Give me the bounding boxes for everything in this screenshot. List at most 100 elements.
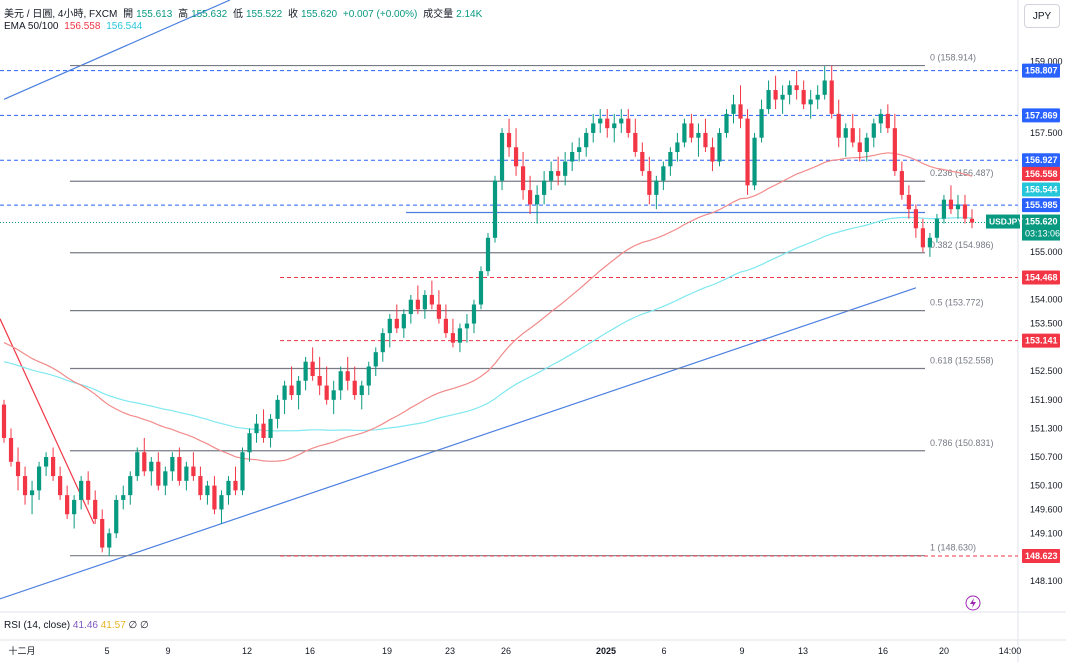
candle-body: [338, 371, 343, 391]
candle-body: [710, 147, 715, 162]
candle-body: [163, 471, 168, 486]
rsi-value-4: ∅: [140, 620, 149, 631]
candle-body: [310, 361, 315, 376]
candle-body: [282, 385, 287, 400]
candle-body: [773, 90, 778, 100]
ema-header: EMA 50/100 156.558 156.544: [4, 21, 145, 32]
lightning-icon[interactable]: [965, 595, 981, 611]
candle-body: [696, 132, 701, 138]
candle-body: [107, 533, 112, 548]
y-tick-label: 148.100: [1030, 576, 1063, 586]
x-tick-label: 2025: [596, 646, 616, 656]
candle-body: [513, 147, 519, 167]
ema50-line: [3, 152, 973, 462]
candle-body: [233, 480, 238, 491]
y-tick-label: 150.700: [1030, 452, 1063, 462]
high-value: 155.632: [191, 9, 228, 20]
rsi-value-3: ∅: [128, 620, 138, 631]
candle-body: [948, 199, 954, 210]
level-tag-bg: [1022, 153, 1060, 168]
candle-body: [920, 228, 926, 248]
y-tick-label: 150.100: [1030, 481, 1063, 491]
level-tag: 153.141: [1025, 336, 1058, 346]
level-tag-bg: [1022, 549, 1060, 564]
candle-body: [478, 271, 484, 305]
close-value: 155.620: [300, 9, 338, 20]
candle-body: [682, 123, 687, 143]
candle-body: [584, 132, 589, 148]
candle-body: [668, 152, 673, 167]
ema100-line: [3, 216, 973, 432]
candle-body: [254, 423, 259, 434]
candle-body: [359, 385, 364, 396]
candle-body: [485, 237, 491, 272]
candle-body: [324, 385, 329, 400]
candle-body: [829, 80, 834, 114]
candle-body: [36, 466, 42, 491]
candle-body: [892, 128, 897, 172]
x-tick-label: 6: [661, 646, 666, 656]
candle-body: [58, 476, 63, 496]
y-tick-label: 159.000: [1030, 56, 1063, 66]
candle-body: [8, 437, 14, 462]
candle-body: [864, 137, 869, 152]
candle-body: [647, 171, 652, 195]
candle-body: [619, 118, 624, 124]
candle-body: [745, 118, 750, 186]
candle-body: [247, 433, 252, 453]
currency-button[interactable]: JPY: [1024, 4, 1060, 28]
candle-body: [170, 457, 175, 472]
candle-body: [422, 294, 427, 310]
y-tick-label: 153.500: [1030, 319, 1063, 329]
last-price-tag-bg: [1022, 214, 1060, 241]
candle-body: [212, 485, 217, 510]
candle-body: [801, 90, 806, 105]
candle-body: [65, 495, 70, 515]
y-tick-label: 151.900: [1030, 395, 1063, 405]
candle-body: [941, 199, 947, 219]
candle-body: [527, 190, 533, 205]
countdown-tag: 03:13:06: [1025, 229, 1060, 239]
candle-body: [15, 461, 21, 477]
candle-body: [22, 476, 28, 496]
x-tick-label: 5: [104, 646, 109, 656]
x-tick-label: 13: [798, 646, 808, 656]
candle-body: [93, 499, 98, 519]
candle-body: [640, 152, 645, 172]
open-label: 開: [123, 9, 134, 20]
x-tick-label: 十二月: [8, 645, 35, 656]
x-tick-label: 19: [382, 646, 392, 656]
x-tick-label: 14:00: [999, 646, 1022, 656]
candle-body: [464, 323, 470, 329]
level-tag: 156.927: [1025, 155, 1058, 165]
candle-body: [275, 399, 280, 419]
candle-body: [549, 171, 554, 181]
candle-body: [443, 318, 449, 334]
low-label: 低: [233, 9, 243, 20]
candle-body: [906, 194, 911, 210]
candle-body: [794, 85, 799, 91]
candle-body: [142, 452, 147, 472]
level-tag-bg: [1022, 63, 1060, 78]
level-tag-bg: [1022, 333, 1060, 348]
candle-body: [759, 109, 764, 138]
y-tick-label: 155.000: [1030, 247, 1063, 257]
candle-body: [499, 132, 505, 181]
candle-body: [563, 161, 568, 176]
fib-label: 0.618 (152.558): [930, 355, 994, 365]
candle-body: [450, 333, 456, 343]
symbol-tag: USDJPY: [989, 217, 1023, 227]
ema50-tag: 156.558: [1025, 169, 1058, 179]
candle-body: [29, 490, 35, 496]
candle-body: [598, 118, 603, 124]
candle-body: [394, 318, 399, 329]
y-tick-label: 151.300: [1030, 423, 1063, 433]
candle-body: [317, 376, 322, 386]
candle-body: [366, 366, 371, 386]
level-tag-bg: [1022, 108, 1060, 123]
ema-label: EMA 50/100: [4, 21, 59, 32]
candle-body: [857, 142, 862, 152]
candle-body: [534, 194, 540, 205]
